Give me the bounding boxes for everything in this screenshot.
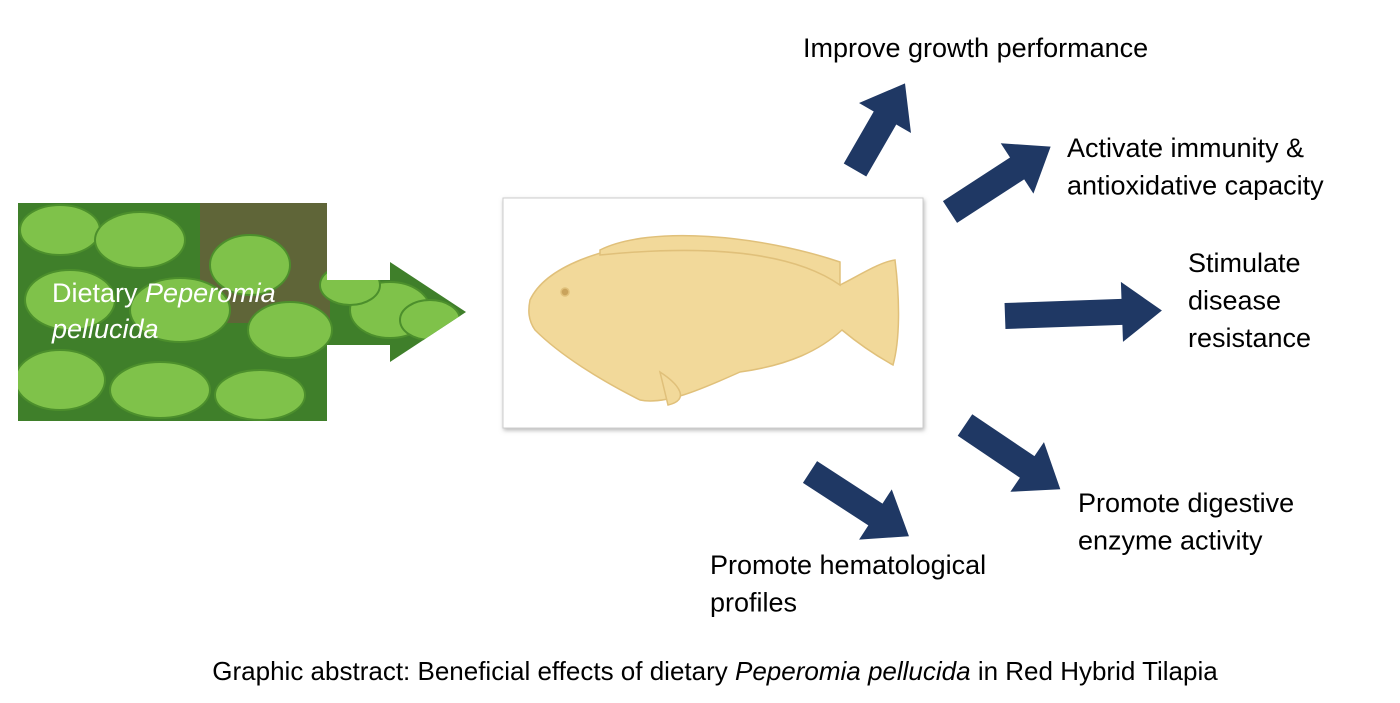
source-prefix: Dietary — [52, 278, 138, 308]
outcome-label: Promote hematological — [710, 550, 986, 580]
outcome-label: antioxidative capacity — [1067, 171, 1324, 201]
arrow — [957, 414, 1061, 492]
caption-prefix: Graphic abstract: Beneficial effects of … — [212, 656, 727, 686]
arrow — [843, 83, 911, 177]
arrows — [802, 83, 1162, 540]
fish — [528, 234, 900, 406]
arrow — [942, 143, 1051, 223]
outcome-label: Improve growth performance — [803, 33, 1148, 63]
outcome-label: profiles — [710, 588, 797, 618]
outcome-label: disease — [1188, 286, 1281, 316]
outcome-label: resistance — [1188, 323, 1311, 353]
outcome-label: enzyme activity — [1078, 526, 1263, 556]
outcome-label: Activate immunity & — [1067, 133, 1304, 163]
outcome-label: Stimulate — [1188, 248, 1301, 278]
caption: Graphic abstract: Beneficial effects of … — [212, 656, 1218, 686]
outcome-label: Promote digestive — [1078, 488, 1294, 518]
source-species: pellucida — [51, 314, 159, 344]
caption-species: Peperomia pellucida — [735, 656, 971, 686]
arrow — [802, 461, 909, 540]
plant-photo — [18, 203, 466, 421]
source-species: Peperomia — [145, 278, 276, 308]
arrow — [1004, 281, 1162, 342]
source-label: Dietary Peperomia — [52, 278, 276, 308]
caption-suffix: in Red Hybrid Tilapia — [978, 656, 1218, 686]
